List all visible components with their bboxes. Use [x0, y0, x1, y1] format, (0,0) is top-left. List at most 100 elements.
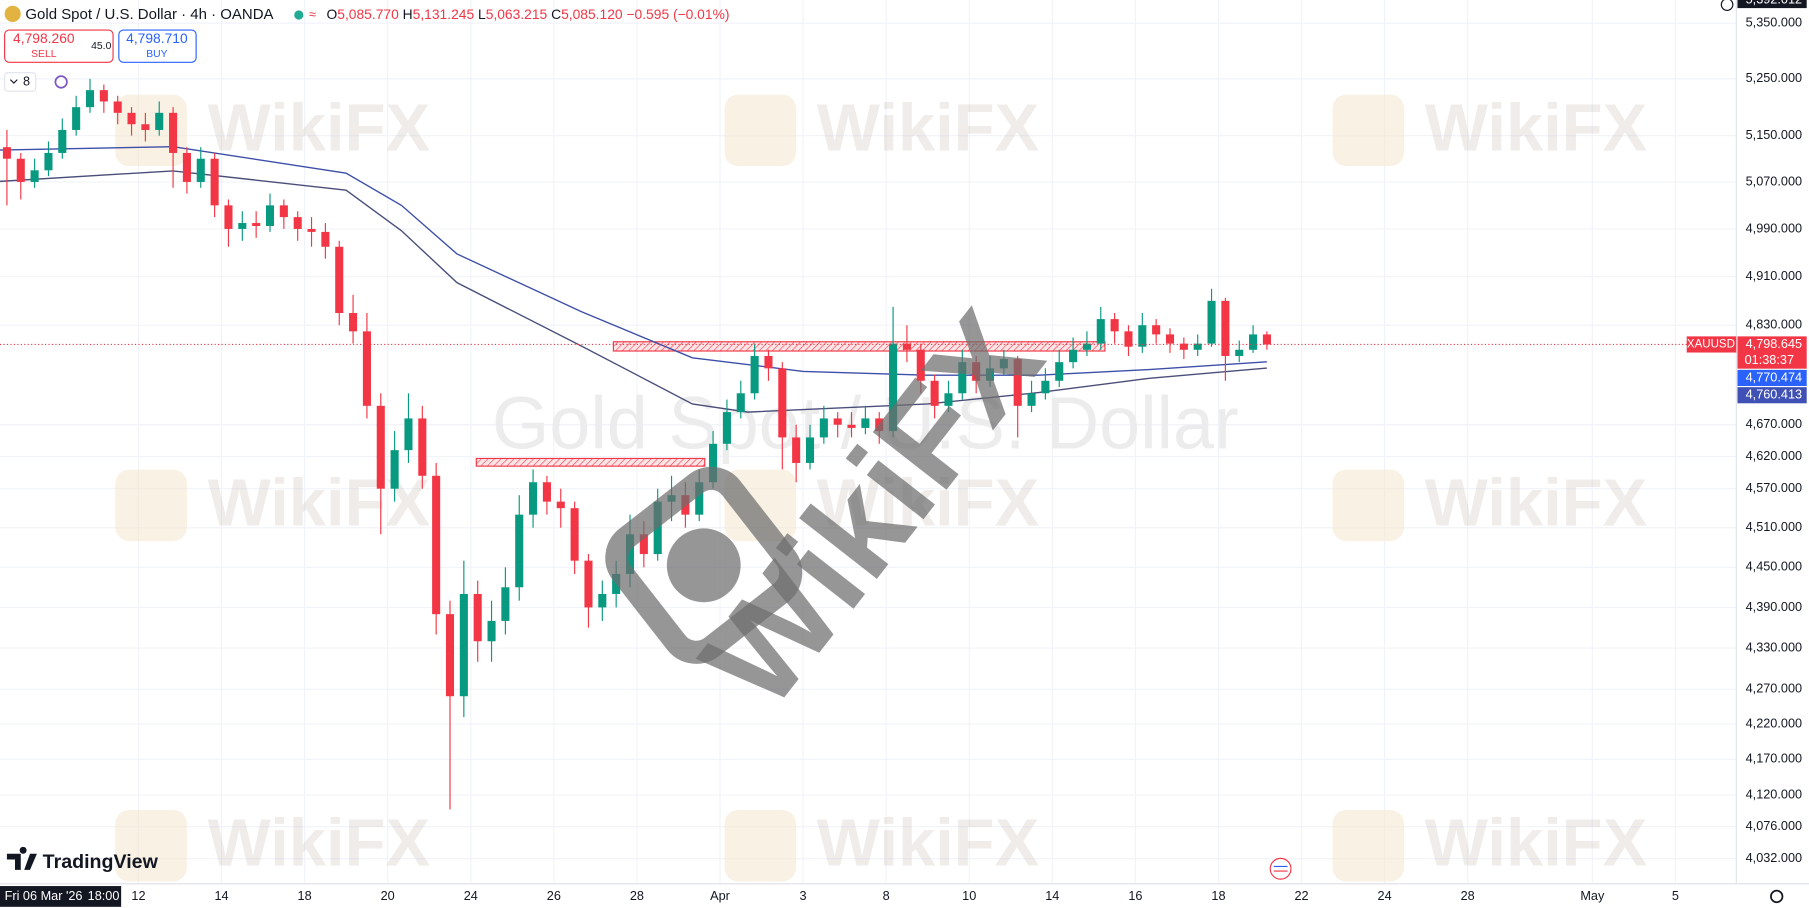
candle-body: [916, 349, 925, 381]
candle-body: [944, 393, 953, 406]
indicator-box[interactable]: [4, 72, 37, 92]
sell-label[interactable]: SELL: [31, 49, 57, 60]
candle-body: [584, 560, 593, 608]
symbol-icon: [4, 5, 21, 22]
candle-body: [362, 331, 371, 406]
x-tick-label: 10: [962, 889, 976, 903]
candle-body: [404, 418, 413, 451]
candle-body: [252, 223, 261, 226]
candle-body: [376, 405, 385, 489]
ohlc-change: −0.595 (−0.01%): [626, 6, 729, 22]
price-marker: [1737, 336, 1807, 369]
y-tick-label: 4,076.000: [1746, 819, 1802, 833]
candle-body: [875, 418, 884, 432]
candle-body: [764, 355, 773, 369]
zone: [612, 341, 1106, 352]
price-marker: [1737, 387, 1807, 404]
watermark-logo: [1332, 469, 1405, 542]
buy-box[interactable]: [118, 29, 197, 63]
refresh-icon[interactable]: [54, 75, 68, 89]
candle-body: [930, 380, 939, 406]
add-icon[interactable]: [1720, 0, 1734, 11]
candle-body: [958, 362, 967, 394]
candle-body: [639, 534, 648, 555]
candle-body: [847, 424, 856, 428]
y-tick-label: 4,910.000: [1746, 269, 1802, 283]
x-tick-label: 18: [1211, 889, 1225, 903]
x-tick-label: 5: [1672, 889, 1679, 903]
candle-body: [487, 620, 496, 642]
candle-body: [16, 158, 25, 182]
price-marker-label: 4,760.413: [1746, 388, 1802, 402]
indicator-toggle[interactable]: 8: [4, 72, 37, 92]
candle-body: [1013, 359, 1022, 406]
candle-body: [72, 107, 81, 130]
candle-body: [1055, 362, 1064, 381]
ohlc-key: H: [403, 6, 413, 22]
ohlc-key: L: [478, 6, 486, 22]
y-tick-label: 4,270.000: [1746, 682, 1802, 696]
candle-body: [473, 593, 482, 642]
y-tick-label: 5,350.000: [1746, 15, 1802, 29]
calendar-icon[interactable]: [1269, 857, 1292, 880]
y-tick-label: 5,150.000: [1746, 128, 1802, 142]
sell-price[interactable]: 4,798.260: [13, 30, 75, 46]
candle-body: [30, 170, 39, 182]
ohlc-legend: O5,085.770 H5,131.245 L5,063.215 C5,085.…: [326, 6, 729, 22]
candle-body: [598, 593, 607, 608]
price-marker-label: 5,392.012: [1746, 0, 1802, 6]
candle-body: [1110, 319, 1119, 332]
y-tick-label: 4,032.000: [1746, 851, 1802, 865]
ohlc-value: 5,085.120: [561, 6, 623, 22]
candle-body: [1027, 393, 1036, 406]
candle-body: [182, 152, 191, 182]
y-tick-label: 4,390.000: [1746, 600, 1802, 614]
y-tick-label: 4,830.000: [1746, 318, 1802, 332]
buy-button[interactable]: 4,798.710 BUY: [118, 29, 197, 63]
sell-box[interactable]: [4, 29, 114, 63]
ohlc-value: 5,063.215: [486, 6, 548, 22]
watermark-logo: [115, 469, 187, 542]
candle-body: [459, 593, 468, 697]
x-tick-label: 28: [1461, 889, 1475, 903]
y-tick-label: 4,570.000: [1746, 481, 1802, 495]
x-tick-label: Apr: [710, 889, 731, 903]
x-tick-label: 26: [547, 889, 561, 903]
candle-body: [1124, 331, 1133, 347]
price-marker-label: 4,798.645: [1746, 337, 1802, 351]
x-tick-label: 8: [883, 889, 890, 903]
candle-body: [1165, 334, 1175, 344]
x-tick-label: 22: [1294, 889, 1308, 903]
x-tick-label: 3: [800, 889, 807, 903]
watermark-text: WikiFX: [208, 806, 431, 881]
cursor-date: Fri 06 Mar '26: [5, 889, 83, 903]
symbol-marker-label: XAUUSD: [1687, 339, 1735, 351]
candle-body: [418, 418, 427, 476]
candle-body: [224, 205, 233, 229]
zone: [475, 457, 706, 467]
y-tick-label: 4,620.000: [1746, 449, 1802, 463]
watermark-text: WikiFX: [817, 465, 1040, 540]
chevron[interactable]: [9, 79, 18, 84]
candle-body: [321, 231, 330, 247]
x-tick-label: 14: [1045, 889, 1059, 903]
y-tick-label: 4,450.000: [1746, 560, 1802, 574]
x-tick-label: 20: [381, 889, 395, 903]
y-tick-label: 4,330.000: [1746, 640, 1802, 654]
sell-button[interactable]: 4,798.260 SELL: [4, 29, 114, 63]
indicator-count[interactable]: 8: [23, 74, 30, 88]
candle-body: [972, 362, 981, 381]
grid: [0, 0, 1737, 884]
calendar-circle[interactable]: [1269, 857, 1292, 880]
watermark-text: WikiFX: [1425, 465, 1648, 540]
ohlc-key: C: [551, 6, 561, 22]
x-tick-label: 16: [1128, 889, 1142, 903]
candle-body: [529, 482, 538, 515]
candle-body: [542, 482, 551, 502]
settings-icon[interactable]: [1770, 889, 1784, 904]
buy-price[interactable]: 4,798.710: [126, 30, 188, 46]
candle-body: [722, 412, 731, 444]
watermark-logo: [115, 94, 187, 167]
buy-label[interactable]: BUY: [146, 49, 167, 60]
